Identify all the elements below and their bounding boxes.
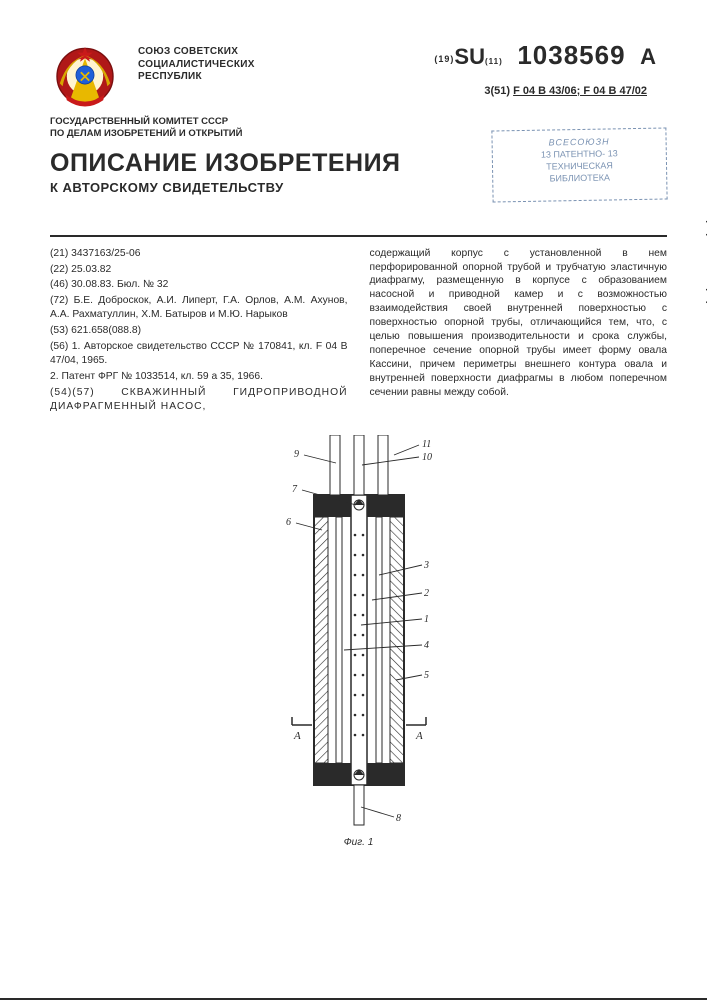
ussr-emblem-icon <box>50 40 120 110</box>
svg-text:3: 3 <box>423 560 429 571</box>
svg-text:9: 9 <box>294 449 299 460</box>
code-19: (19) <box>434 54 454 64</box>
divider <box>50 235 667 237</box>
union-line: РЕСПУБЛИК <box>138 71 255 84</box>
ipc-classification: 3(51) F 04 B 43/06; F 04 B 47/02 <box>434 85 657 97</box>
title-main: ОПИСАНИЕ ИЗОБРЕТЕНИЯ <box>50 149 401 178</box>
gov-line: ГОСУДАРСТВЕННЫЙ КОМИТЕТ СССР <box>50 116 667 128</box>
diagram-svg: A A 11 10 3 2 1 4 5 9 7 6 <box>244 435 474 835</box>
field-54: (54)(57) СКВАЖИННЫЙ ГИДРОПРИВОДНОЙ ДИАФР… <box>50 386 348 414</box>
svg-text:8: 8 <box>396 813 401 824</box>
header-row: СОЮЗ СОВЕТСКИХ СОЦИАЛИСТИЧЕСКИХ РЕСПУБЛИ… <box>50 40 667 110</box>
kind-code: A <box>640 44 657 69</box>
patent-number: 1038569 <box>517 40 625 70</box>
field-56a: (56) 1. Авторское свидетельство СССР № 1… <box>50 340 348 368</box>
right-column: содержащий корпус с установленной в нем … <box>370 247 668 416</box>
field-72: (72) Б.Е. Доброскок, А.И. Липерт, Г.А. О… <box>50 294 348 322</box>
svg-text:7: 7 <box>292 484 298 495</box>
body-columns: (21) 3437163/25-06 (22) 25.03.82 (46) 30… <box>50 247 667 416</box>
union-line: СОЦИАЛИСТИЧЕСКИХ <box>138 59 255 72</box>
abstract-text: содержащий корпус с установленной в нем … <box>370 247 668 400</box>
svg-text:2: 2 <box>424 588 429 599</box>
title-block: ОПИСАНИЕ ИЗОБРЕТЕНИЯ К АВТОРСКОМУ СВИДЕТ… <box>50 149 401 195</box>
figure-1: A A 11 10 3 2 1 4 5 9 7 6 <box>244 435 474 848</box>
title-row: ОПИСАНИЕ ИЗОБРЕТЕНИЯ К АВТОРСКОМУ СВИДЕТ… <box>50 149 667 221</box>
field-56b: 2. Патент ФРГ № 1033514, кл. 59 a 35, 19… <box>50 370 348 384</box>
svg-text:1: 1 <box>424 614 429 625</box>
title-sub: К АВТОРСКОМУ СВИДЕТЕЛЬСТВУ <box>50 180 401 195</box>
svg-text:5: 5 <box>424 670 429 681</box>
library-stamp: ВСЕСОЮЗН 13 ПАТЕНТНО- 13 ТЕХНИЧЕСКАЯ БИБ… <box>491 127 667 202</box>
union-line: СОЮЗ СОВЕТСКИХ <box>138 46 255 59</box>
section-letter-left: A <box>293 730 301 742</box>
union-text: СОЮЗ СОВЕТСКИХ СОЦИАЛИСТИЧЕСКИХ РЕСПУБЛИ… <box>138 40 255 84</box>
code-11: (11) <box>485 57 503 66</box>
figure-caption: Фиг. 1 <box>244 837 474 848</box>
country-code: SU <box>454 44 485 69</box>
svg-text:10: 10 <box>422 452 432 463</box>
field-46: (46) 30.08.83. Бюл. № 32 <box>50 278 348 292</box>
svg-text:6: 6 <box>286 517 291 528</box>
patent-page: СОЮЗ СОВЕТСКИХ СОЦИАЛИСТИЧЕСКИХ РЕСПУБЛИ… <box>0 0 707 1000</box>
left-column: (21) 3437163/25-06 (22) 25.03.82 (46) 30… <box>50 247 348 416</box>
stamp-line: БИБЛИОТЕКА <box>497 171 662 186</box>
svg-text:4: 4 <box>424 640 429 651</box>
svg-text:11: 11 <box>422 439 431 450</box>
section-letter-right: A <box>415 730 423 742</box>
field-53: (53) 621.658(088.8) <box>50 324 348 338</box>
side-doc-number: (19) SU (11) 1038569 A <box>701 219 707 470</box>
doc-number-block: (19)SU(11) 1038569 A 3(51) F 04 B 43/06;… <box>434 40 667 97</box>
field-22: (22) 25.03.82 <box>50 263 348 277</box>
field-21: (21) 3437163/25-06 <box>50 247 348 261</box>
